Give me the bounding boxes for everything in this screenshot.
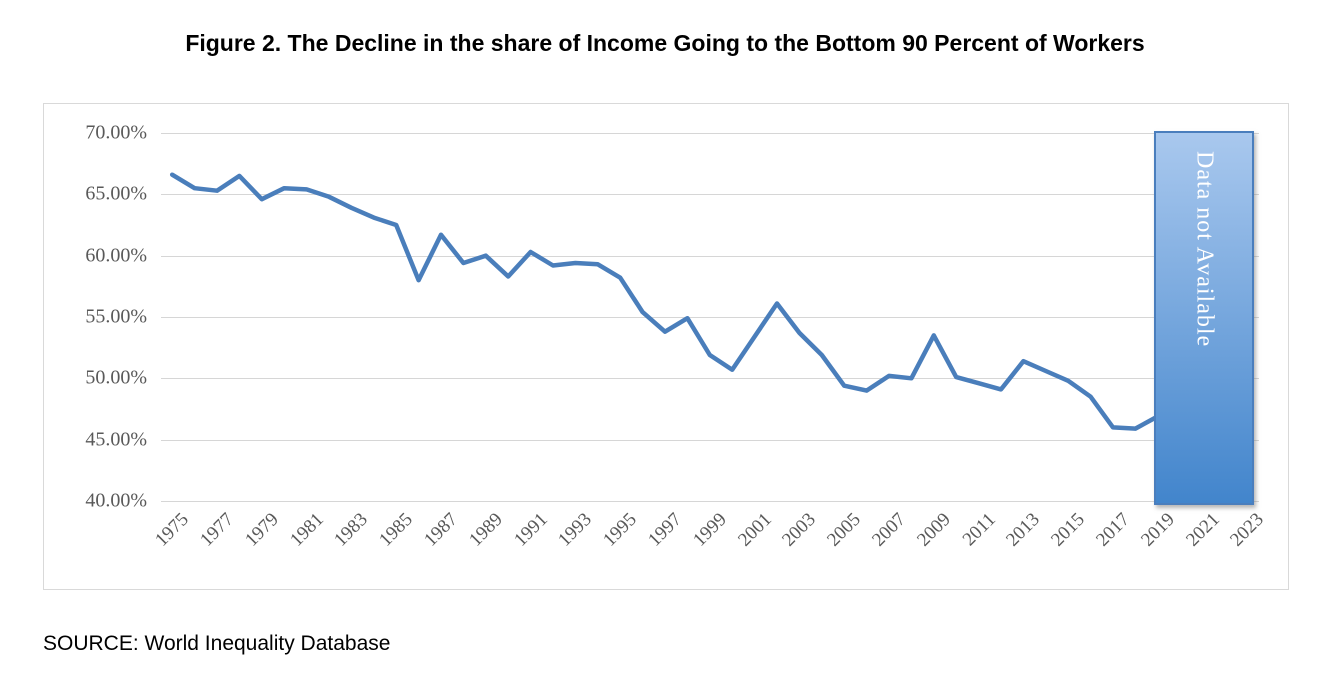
chart-frame: 70.00% 65.00% 60.00% 55.00% 50.00% 45.00% 40.0…	[43, 103, 1289, 590]
gridline	[161, 133, 1259, 134]
y-axis-tick-label: 45.00%	[85, 428, 147, 451]
y-axis-tick-label: 65.00%	[85, 182, 147, 205]
gridline	[161, 501, 1259, 502]
series-polyline	[169, 172, 1161, 431]
gridline	[161, 255, 1259, 257]
data-not-available-box: Data not Available	[1154, 131, 1254, 505]
y-axis-tick-label: 70.00%	[85, 121, 147, 144]
gridline	[161, 378, 1259, 380]
chart-title: Figure 2. The Decline in the share of In…	[185, 30, 1145, 56]
y-axis-tick-label: 40.00%	[85, 489, 147, 512]
gridline	[161, 317, 1259, 318]
y-axis-tick-label: 50.00%	[85, 366, 147, 389]
y-axis-tick-label: 55.00%	[85, 305, 147, 328]
y-axis-tick-label: 60.00%	[85, 244, 147, 267]
gridline	[161, 439, 1259, 441]
income-share-line-series	[169, 172, 1161, 431]
source-note: SOURCE: World Inequality Database	[43, 632, 391, 655]
gridline	[161, 194, 1259, 196]
data-not-available-label: Data not Available	[1191, 151, 1218, 348]
